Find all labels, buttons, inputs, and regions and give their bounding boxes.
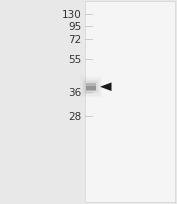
Text: 28: 28 — [68, 111, 81, 121]
Bar — [82, 79, 101, 96]
Polygon shape — [100, 83, 112, 92]
Text: 130: 130 — [62, 10, 81, 20]
Bar — [86, 86, 96, 90]
Bar — [80, 77, 102, 98]
Text: 55: 55 — [68, 55, 81, 65]
Bar — [84, 82, 98, 93]
Text: 95: 95 — [68, 22, 81, 31]
Bar — [83, 80, 99, 94]
Bar — [86, 83, 96, 91]
Text: 72: 72 — [68, 35, 81, 45]
Text: 36: 36 — [68, 88, 81, 98]
Bar — [85, 2, 175, 202]
Bar — [86, 83, 96, 91]
